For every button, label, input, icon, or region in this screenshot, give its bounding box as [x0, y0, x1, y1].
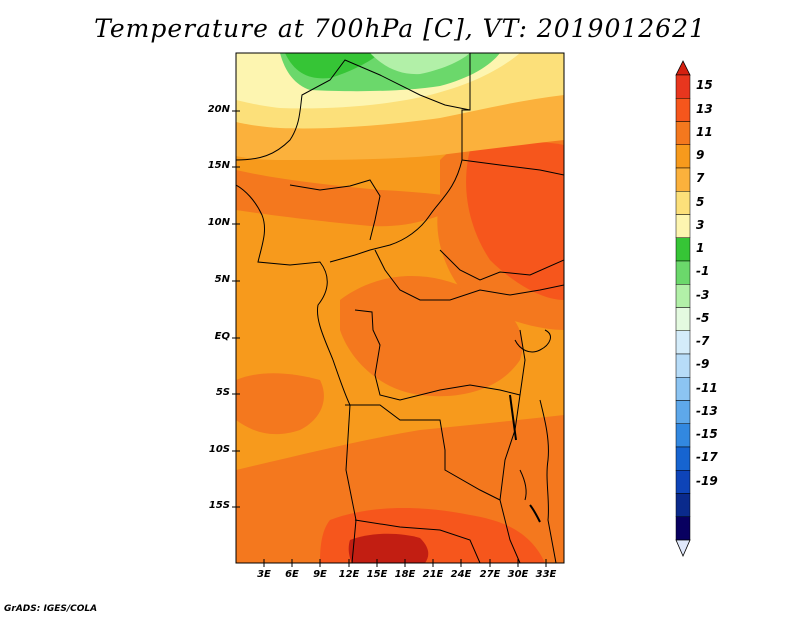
lat-label: 5S: [215, 387, 230, 398]
colorbar-label: -3: [696, 287, 710, 302]
lake-tanganyika: [509, 394, 517, 441]
lat-label: 15S: [208, 500, 230, 511]
lon-label: 12E: [338, 569, 360, 580]
colorbar-segment: [675, 423, 691, 448]
region-1-north: [285, 53, 380, 79]
colorbar-segment: [675, 98, 691, 122]
lake-malawi: [529, 504, 541, 523]
colorbar-label: 9: [696, 148, 705, 162]
colorbar-top-arrow: [675, 60, 691, 76]
border-line: [461, 159, 564, 176]
colorbar-label: 5: [696, 194, 705, 209]
colorbar-segment: [675, 330, 691, 355]
map-frame: [235, 52, 565, 564]
colorbar-segment: [675, 237, 691, 262]
border-line: [439, 249, 564, 281]
colorbar-label: 13: [696, 101, 713, 116]
colorbar-label: -7: [696, 334, 710, 348]
region-11-central: [340, 276, 523, 397]
colorbar-label: -5: [696, 310, 710, 325]
colorbar-label: -19: [696, 473, 718, 488]
region-13-east: [466, 141, 564, 300]
colorbar-segment: [675, 377, 691, 401]
lon-label: 9E: [313, 569, 327, 580]
colorbar-label: -15: [696, 427, 718, 441]
lon-label: 15E: [366, 569, 388, 580]
lat-label: 20N: [207, 104, 230, 115]
lon-label: 30E: [507, 569, 529, 580]
colorbar-segment: [675, 446, 691, 471]
colorbar-label: 3: [696, 217, 705, 232]
colorbar-segment: [675, 307, 691, 331]
lon-label: 6E: [285, 569, 299, 580]
colorbar-label: 15: [696, 78, 713, 93]
colorbar-segment: [675, 516, 691, 541]
lat-label: EQ: [214, 331, 230, 342]
colorbar-label: 11: [696, 124, 713, 139]
colorbar-label: -17: [696, 450, 718, 465]
colorbar-segment: [675, 353, 691, 378]
border-line: [539, 399, 557, 563]
colorbar-segment: [675, 74, 691, 99]
grads-credit: GrADS: IGES/COLA: [4, 604, 98, 614]
border-line: [354, 519, 481, 563]
lon-label: 27E: [479, 569, 501, 580]
region-11-coast-south: [236, 373, 324, 435]
colorbar-label: 1: [696, 241, 705, 255]
colorbar-segment: [675, 167, 691, 192]
lat-label: 10S: [208, 444, 230, 455]
colorbar-segment: [675, 470, 691, 494]
colorbar-label: -13: [696, 403, 718, 418]
border-line: [236, 59, 471, 161]
colorbar-segment: [675, 144, 691, 169]
axis-ticks: [232, 110, 547, 567]
temperature-field: [236, 53, 564, 563]
lat-label: 5N: [214, 274, 230, 285]
colorbar-label: -11: [696, 380, 718, 395]
border-line: [289, 179, 381, 241]
lon-label: 21E: [422, 569, 444, 580]
lon-label: 3E: [257, 569, 271, 580]
colorbar-segment: [675, 260, 691, 285]
region-dark-south: [348, 533, 429, 563]
border-line: [236, 184, 357, 563]
border-line: [354, 309, 521, 401]
colorbar-segment: [675, 400, 691, 424]
colorbar-segment: [675, 121, 691, 145]
colorbar-segment: [675, 284, 691, 308]
colorbar-label: -1: [696, 264, 710, 279]
region-11-sahel: [236, 170, 470, 227]
border-line: [499, 329, 526, 563]
colorbar-segment: [675, 191, 691, 215]
lat-label: 10N: [207, 217, 230, 228]
colorbar-segment: [675, 214, 691, 238]
lake-victoria: [514, 329, 551, 353]
chart-title: Temperature at 700hPa [C], VT: 201901262…: [94, 14, 706, 43]
colorbar-bottom-arrow: [675, 539, 691, 557]
lon-label: 33E: [535, 569, 557, 580]
border-line: [519, 469, 527, 501]
border-line: [345, 404, 501, 501]
lon-label: 18E: [394, 569, 416, 580]
colorbar-label: 7: [696, 171, 705, 186]
colorbar: [675, 60, 691, 557]
region-m3-north: [370, 53, 470, 75]
lon-label: 24E: [450, 569, 472, 580]
colorbar-segment: [675, 493, 691, 517]
colorbar-label: -9: [696, 357, 710, 372]
border-line: [374, 249, 564, 301]
border-line: [329, 53, 471, 263]
lat-label: 15N: [207, 160, 230, 171]
country-borders: [236, 53, 564, 563]
